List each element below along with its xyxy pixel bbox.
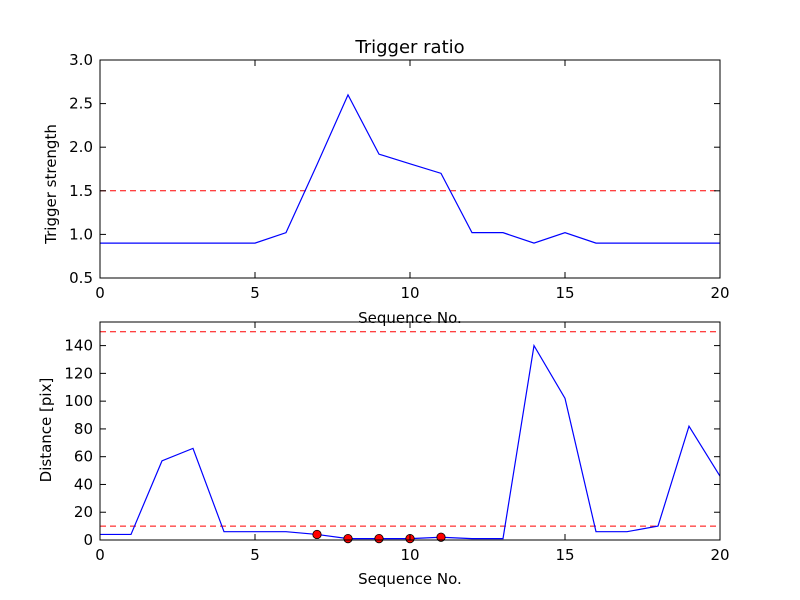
x-tick-label: 15: [555, 284, 574, 302]
plot-frame: [99, 321, 721, 541]
y-tick-label: 140: [64, 337, 93, 355]
y-tick-label: 1.5: [69, 182, 93, 200]
y-tick-label: 2.0: [69, 138, 93, 156]
x-tick-label: 15: [555, 546, 574, 564]
data-point-marker: [436, 532, 446, 542]
x-tick-label: 10: [400, 546, 419, 564]
y-axis-label: Distance [pix]: [37, 378, 55, 483]
y-tick-label: 20: [74, 503, 93, 521]
data-point-marker: [374, 534, 384, 544]
x-tick-label: 0: [95, 546, 105, 564]
x-tick-label: 10: [400, 284, 419, 302]
distance-chart: Sequence No. Distance [pix] 0 5 10 15 20 0 20 4…: [37, 321, 730, 588]
data-point-marker: [343, 534, 353, 544]
y-tick-label: 60: [74, 448, 93, 466]
x-tick-label: 5: [250, 546, 260, 564]
x-tick-label: 20: [710, 546, 729, 564]
y-tick-label: 0.5: [69, 269, 93, 287]
chart-title: Trigger ratio: [354, 37, 464, 58]
y-tick-label: 2.5: [69, 95, 93, 113]
series-line-0: [100, 93, 720, 244]
y-tick-label: 80: [74, 420, 93, 438]
x-tick-label: 0: [95, 284, 105, 302]
trigger-ratio-chart: Trigger ratio Sequence No. Trigger stren…: [42, 37, 730, 327]
y-tick-label: 3.0: [69, 51, 93, 69]
x-tick-label: 5: [250, 284, 260, 302]
y-tick-label: 100: [64, 392, 93, 410]
data-point-marker: [312, 529, 322, 540]
y-tick-label: 120: [64, 364, 93, 382]
plot-frame: [99, 59, 721, 279]
y-axis-label: Trigger strength: [42, 124, 60, 245]
series-line-0: [100, 343, 721, 540]
y-tick-label: 1.0: [69, 225, 93, 243]
y-tick-label: 40: [74, 475, 93, 493]
x-axis-label: Sequence No.: [358, 570, 462, 588]
x-tick-label: 20: [710, 284, 729, 302]
y-tick-label: 0: [83, 531, 93, 549]
